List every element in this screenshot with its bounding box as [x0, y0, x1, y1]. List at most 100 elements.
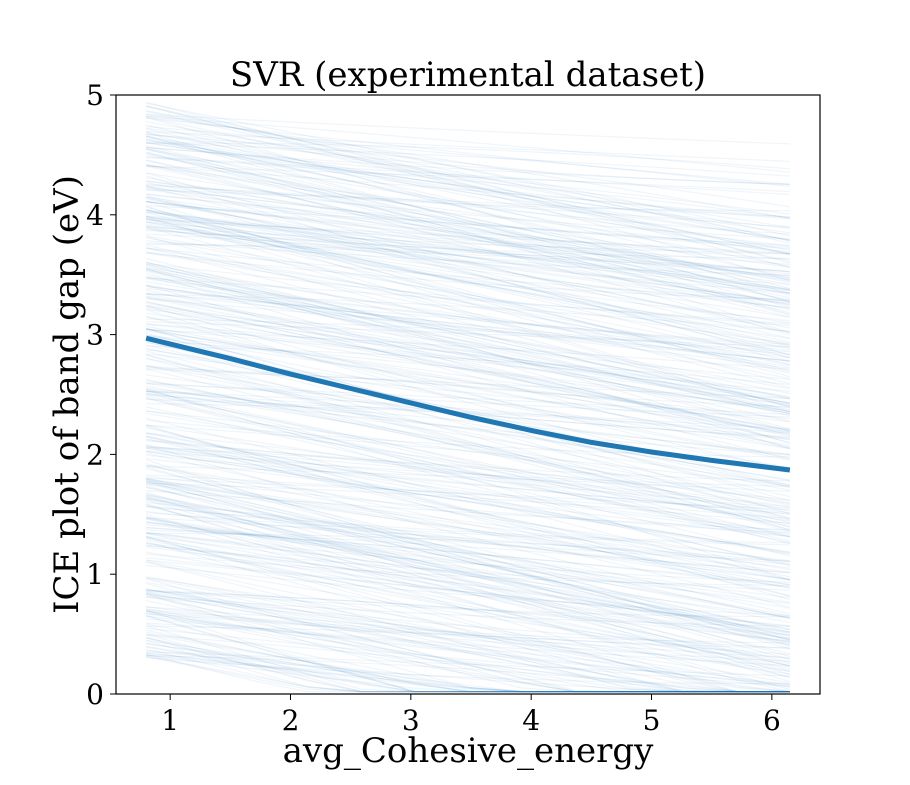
ice-line: [146, 211, 790, 291]
ice-line: [146, 651, 790, 677]
ice-line: [146, 209, 791, 334]
ice-line: [145, 205, 791, 389]
ice-line: [146, 613, 790, 685]
ice-line: [146, 205, 790, 248]
ice-line: [145, 432, 790, 533]
y-tick-label: 1: [86, 558, 104, 591]
ice-line: [145, 135, 791, 290]
ice-line: [145, 655, 790, 693]
ice-line: [146, 440, 790, 482]
ice-line: [146, 267, 791, 380]
ice-line: [146, 187, 791, 281]
ice-line: [145, 309, 791, 487]
ice-line: [145, 540, 790, 693]
ice-line: [145, 395, 791, 544]
ice-line: [146, 424, 790, 487]
ice-line: [146, 576, 790, 675]
ice-line: [145, 163, 791, 313]
ice-line: [146, 134, 790, 208]
ice-line: [146, 610, 790, 693]
ice-line: [145, 296, 790, 404]
ice-line: [145, 468, 791, 620]
ice-line: [146, 293, 790, 332]
ice-line: [146, 142, 790, 177]
ice-line: [146, 625, 790, 656]
ice-line: [145, 494, 790, 599]
ice-line: [145, 482, 790, 609]
ice-line: [145, 631, 790, 693]
ice-line: [146, 142, 790, 170]
ice-line: [146, 498, 790, 574]
ice-line: [146, 612, 790, 659]
ice-line: [146, 654, 790, 693]
ice-line: [146, 447, 790, 515]
ice-line: [145, 328, 791, 447]
ice-line: [146, 321, 790, 348]
ice-line: [145, 215, 791, 362]
ice-line: [146, 209, 790, 303]
ice-line: [145, 465, 791, 608]
ice-line: [146, 483, 790, 573]
ice-line: [145, 583, 790, 693]
ice-line: [145, 263, 790, 359]
ice-line: [145, 135, 791, 296]
ice-line: [146, 643, 790, 693]
ice-line: [146, 164, 790, 235]
ice-line: [145, 215, 791, 408]
ice-line: [146, 252, 790, 301]
ice-line: [145, 393, 791, 528]
ice-line: [146, 188, 790, 261]
ice-line: [145, 633, 790, 693]
ice-line: [146, 526, 790, 585]
ice-line: [145, 435, 791, 581]
ice-line: [146, 482, 790, 524]
x-axis-ticks: 1 2 3 4 5 6: [161, 694, 781, 737]
ice-line: [145, 304, 791, 471]
ice-line: [145, 306, 791, 432]
ice-line: [145, 244, 790, 368]
ice-line: [145, 637, 790, 693]
ice-line: [146, 544, 790, 633]
ice-line: [146, 367, 790, 420]
ice-line: [145, 588, 790, 693]
ice-line: [145, 246, 791, 415]
ice-line: [146, 383, 790, 416]
ice-line: [146, 615, 790, 687]
ice-line: [146, 240, 790, 276]
ice-line: [146, 512, 790, 546]
ice-line: [145, 648, 790, 693]
ice-line: [145, 486, 791, 645]
ice-line: [145, 272, 791, 448]
ice-line: [146, 506, 790, 544]
ice-line: [145, 478, 791, 619]
y-axis-label: ICE plot of band gap (eV): [47, 175, 87, 614]
ice-line: [145, 497, 791, 676]
ice-line: [145, 427, 791, 597]
ice-line: [145, 284, 791, 399]
ice-line: [146, 645, 790, 693]
ice-line: [145, 382, 790, 486]
ice-line: [146, 218, 790, 318]
ice-line: [145, 237, 790, 345]
ice-line: [146, 339, 790, 412]
ice-line: [145, 434, 791, 578]
ice-line: [145, 257, 791, 417]
ice-line: [145, 600, 790, 693]
ice-line: [145, 195, 791, 359]
ice-line: [146, 329, 790, 370]
ice-line: [145, 542, 791, 667]
ice-line: [145, 196, 791, 346]
ice-line: [146, 221, 791, 306]
ice-line: [145, 576, 790, 693]
ice-line: [145, 206, 791, 378]
ice-line: [146, 522, 791, 624]
ice-line: [146, 477, 790, 581]
ice-line: [146, 287, 790, 362]
ice-line: [145, 350, 791, 528]
ice-line: [146, 542, 790, 634]
ice-line: [145, 145, 791, 283]
ice-line: [146, 305, 791, 414]
ice-line: [146, 157, 790, 219]
ice-line: [146, 215, 790, 309]
